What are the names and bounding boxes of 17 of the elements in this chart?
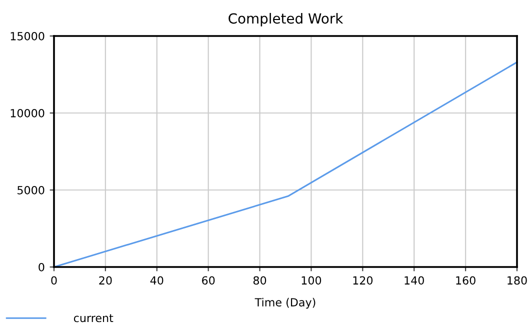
x-tick-label: 20: [99, 276, 112, 285]
text: current: [74, 314, 114, 322]
x-tick-label: 80: [253, 276, 266, 285]
x-tick-label: 100: [302, 276, 322, 285]
x-axis-title: Time (Day): [254, 298, 316, 309]
x-tick-label: 40: [150, 276, 164, 285]
y-tick-label: 5000: [18, 186, 44, 194]
y-tick-label: 0: [38, 262, 44, 272]
x-tick-label: 160: [456, 276, 476, 285]
x-tick-label: 180: [508, 276, 527, 285]
x-tick-label: 140: [404, 276, 424, 285]
y-tick-label: 10000: [10, 108, 44, 118]
x-tick-label: 0: [51, 276, 57, 285]
x-tick-label: 120: [353, 276, 373, 285]
x-tick-label: 60: [202, 276, 215, 285]
chart-title: Completed Work: [228, 12, 344, 26]
y-tick-label: 15000: [10, 32, 44, 40]
